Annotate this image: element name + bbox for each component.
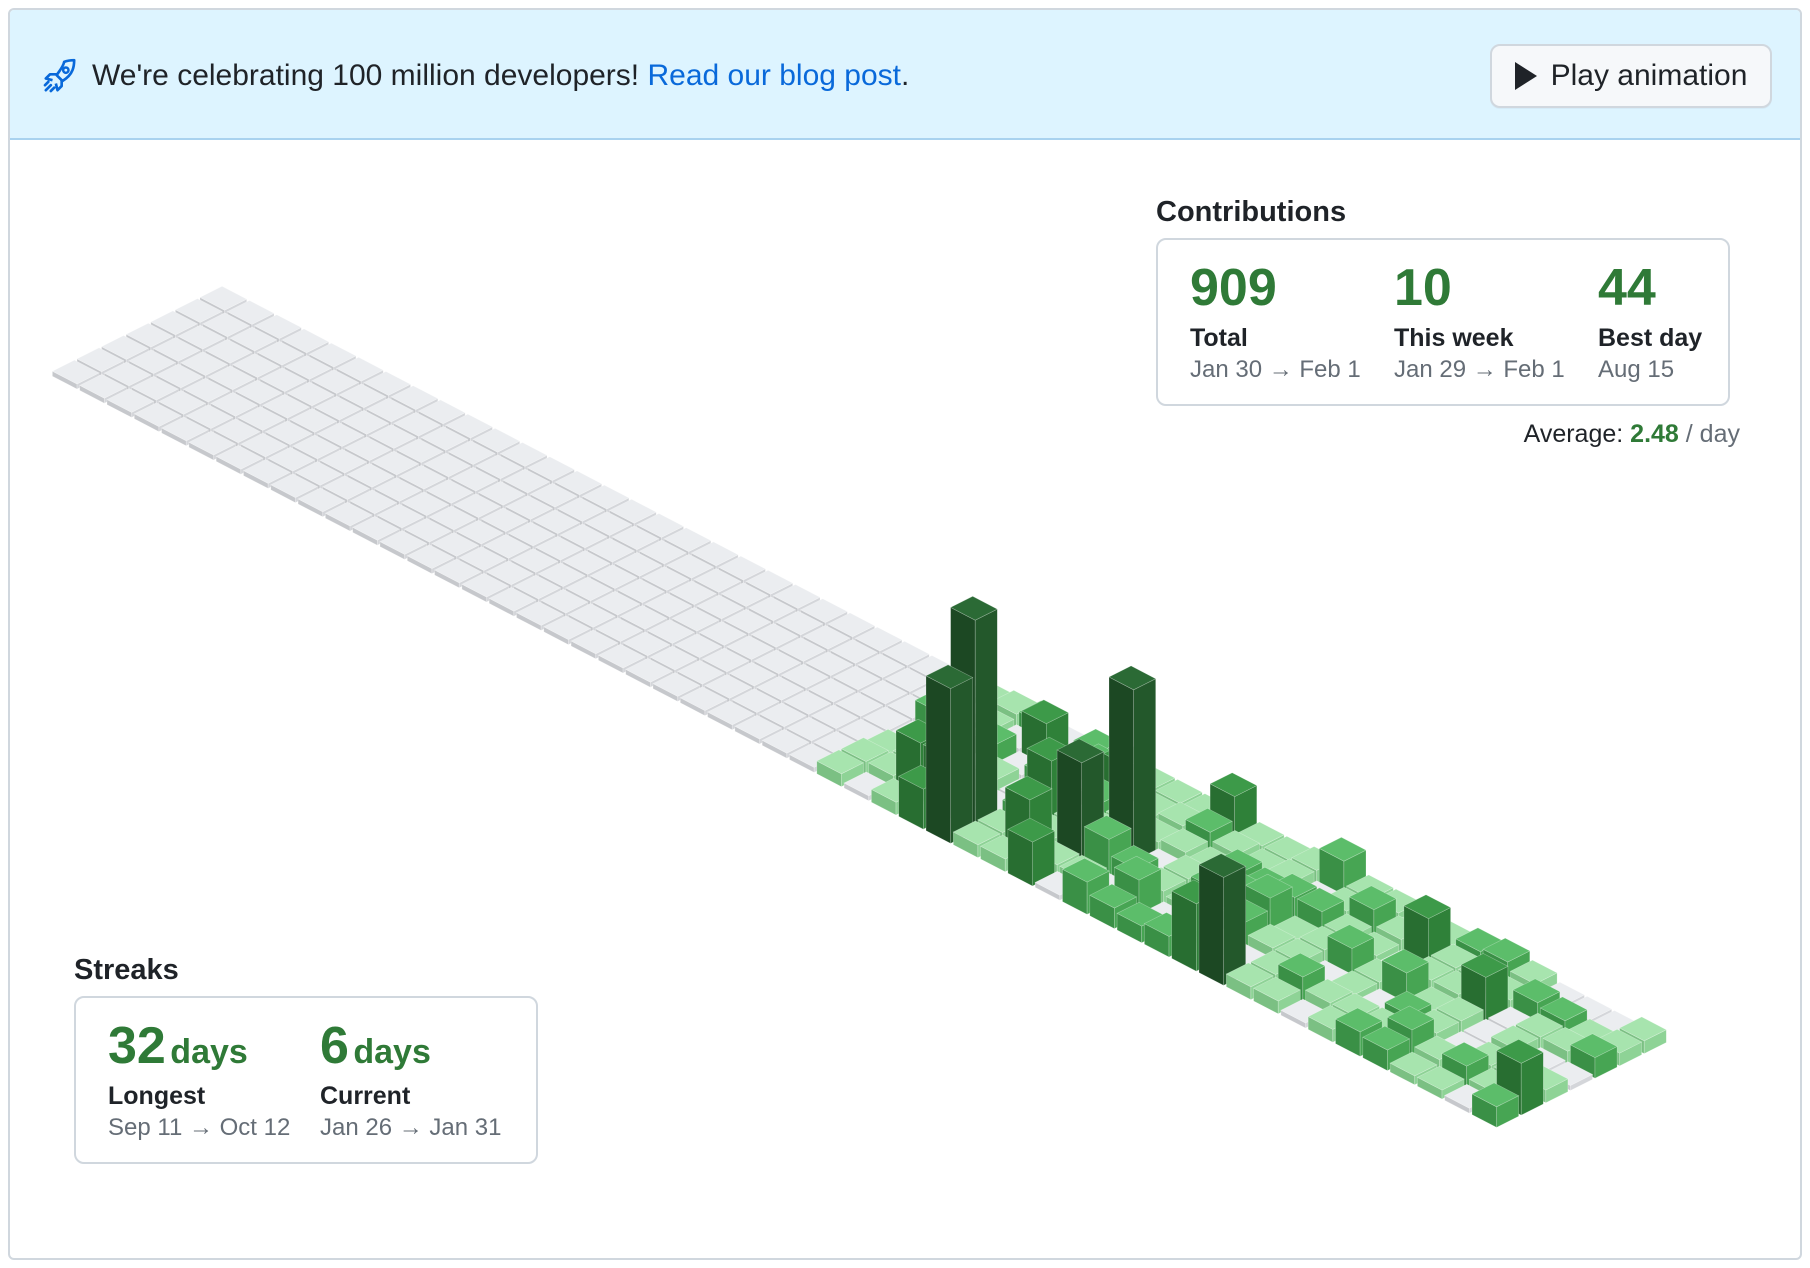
this-week-label: This week <box>1394 324 1514 352</box>
current-streak-range: Jan 26 → Jan 31 <box>320 1114 502 1141</box>
best-day-label: Best day <box>1598 324 1703 352</box>
banner-text: We're celebrating 100 million developers… <box>92 59 648 92</box>
total-stat: 909 Total Jan 30 → Feb 1 <box>1190 260 1361 386</box>
contribution-cell <box>324 501 373 532</box>
average-unit: / day <box>1678 420 1740 448</box>
contribution-3d-graph <box>51 285 1667 1128</box>
contribution-cell <box>133 402 182 433</box>
total-value: 909 <box>1190 259 1277 317</box>
rocket-icon <box>43 58 76 93</box>
contribution-cell <box>925 664 974 844</box>
this-week-value: 10 <box>1394 259 1452 317</box>
contributions-title: Contributions <box>1156 196 1347 228</box>
longest-streak-value: 32 <box>108 1017 166 1075</box>
play-icon <box>1514 62 1537 90</box>
contribution-cell <box>816 749 865 788</box>
total-label: Total <box>1190 324 1248 352</box>
contribution-cell <box>130 375 179 406</box>
contribution-cell <box>1252 976 1301 1015</box>
contribution-cell <box>1334 1007 1383 1057</box>
contribution-cell <box>1569 1033 1618 1079</box>
contribution-cell <box>1198 853 1247 986</box>
current-streak-unit: days <box>353 1033 431 1071</box>
best-day-stat: 44 Best day Aug 15 <box>1598 260 1702 386</box>
contribution-cell <box>679 686 728 717</box>
contribution-3d-card: We're celebrating 100 million developers… <box>8 8 1802 1260</box>
current-streak-value: 6 <box>320 1017 349 1075</box>
contribution-cell <box>829 639 878 669</box>
celebration-banner: We're celebrating 100 million developers… <box>10 10 1800 140</box>
longest-streak-unit: days <box>170 1033 248 1071</box>
average-value: 2.48 <box>1630 420 1679 448</box>
average-label: Average: <box>1523 420 1631 448</box>
streaks-title: Streaks <box>74 954 179 986</box>
longest-streak-label: Longest <box>108 1082 206 1110</box>
this-week-range: Jan 29 → Feb 1 <box>1394 356 1565 383</box>
play-animation-button[interactable]: Play animation <box>1490 44 1772 108</box>
this-week-stat: 10 This week Jan 29 → Feb 1 <box>1394 260 1565 386</box>
current-streak-label: Current <box>320 1082 411 1110</box>
contribution-cell <box>352 515 401 546</box>
contribution-cell <box>706 700 755 731</box>
banner-message: We're celebrating 100 million developers… <box>92 56 909 96</box>
average-per-day: Average: 2.48 / day <box>1524 420 1740 449</box>
current-streak-stat: 6 days Current Jan 26 → Jan 31 <box>320 1018 501 1144</box>
longest-streak-range: Sep 11 → Oct 12 <box>108 1114 291 1141</box>
banner-period: . <box>900 59 910 92</box>
best-day-range: Aug 15 <box>1598 356 1675 383</box>
contribution-cell <box>1471 1082 1520 1128</box>
contribution-cell <box>406 544 455 575</box>
contribution-cell <box>182 377 231 408</box>
play-animation-label: Play animation <box>1550 59 1748 92</box>
streaks-stats-box: 32 days Longest Sep 11 → Oct 12 6 days C… <box>74 996 538 1164</box>
best-day-value: 44 <box>1598 259 1656 317</box>
blog-post-link[interactable]: Read our blog post <box>647 59 901 92</box>
contributions-stats-box: 909 Total Jan 30 → Feb 1 10 This week Ja… <box>1156 238 1730 406</box>
longest-streak-stat: 32 days Longest Sep 11 → Oct 12 <box>108 1018 290 1144</box>
contribution-cell <box>1108 665 1157 864</box>
contribution-cell <box>1007 817 1056 887</box>
total-range: Jan 30 → Feb 1 <box>1190 356 1361 383</box>
